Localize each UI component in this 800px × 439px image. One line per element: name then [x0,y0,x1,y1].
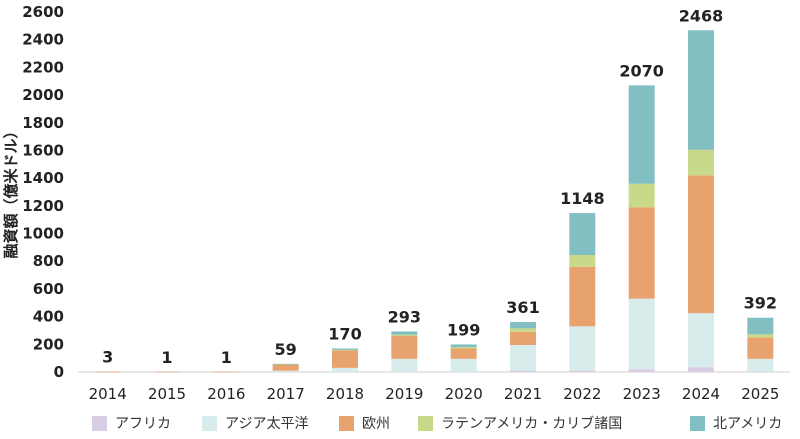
x-tick-label: 2023 [623,385,661,403]
x-tick-label: 2014 [89,385,127,403]
bar-segment [628,298,655,370]
bar-segment [272,363,299,365]
y-tick-label: 2000 [22,86,64,104]
bar-segment [94,371,121,373]
bar-total-label: 3 [102,348,113,367]
bar-segment [391,331,418,335]
bar-segment [450,358,477,372]
bar-segment [510,322,536,329]
bar-segment [510,328,536,332]
legend-swatch [418,416,433,431]
x-tick-label: 2022 [563,385,601,403]
y-tick-label: 200 [33,335,64,353]
y-tick-label: 2600 [22,3,64,21]
bar-segment [628,183,655,208]
bar-total-label: 2468 [679,6,724,25]
bar-segment [272,364,299,371]
bar-segment [747,317,774,335]
bar-segment [154,371,180,373]
bar-total-label: 1148 [560,189,605,208]
bar-total-label: 59 [275,340,297,359]
y-tick-label: 0 [54,363,64,381]
bar-segment [391,336,418,359]
x-tick-label: 2025 [741,385,779,403]
y-tick-label: 2200 [22,58,64,76]
bar-segment [332,367,358,372]
bar-totals: 3 1 1 59 170 293 199 361 1148 2070 2468 392 [102,6,777,367]
bar-segment [747,337,774,359]
bar-segment [391,358,418,372]
x-tick-label: 2017 [267,385,305,403]
bar-total-label: 170 [328,324,361,343]
y-tick-label: 400 [33,308,64,326]
bar-segment [450,348,477,359]
bar-segment [688,313,714,368]
bar-segment [569,266,596,327]
legend-label: 欧州 [362,416,390,432]
y-tick-label: 2400 [22,31,64,49]
bar-segment [272,370,299,372]
bar-segment [688,367,714,372]
bar-segment [569,255,596,267]
y-tick-label: 800 [33,252,64,270]
legend-swatch [339,416,354,431]
bar-segment [688,30,714,150]
bar-segment [747,371,774,372]
x-tick-label: 2019 [385,385,423,403]
bar-segment [332,350,358,368]
legend: アフリカ アジア太平洋 欧州 ラテンアメリカ・カリブ諸国 北アメリカ [92,415,782,432]
bar-segment [628,369,655,372]
x-tick-label: 2020 [445,385,483,403]
bar-segment [450,344,477,348]
y-tick-label: 1600 [22,141,64,159]
bar-segment [332,348,358,350]
bar-segment [628,207,655,299]
y-axis: 0 200 400 600 800 1000 1200 1400 1600 1800 2000 220… [22,3,64,381]
bar-total-label: 1 [161,348,172,367]
bar-segment [628,85,655,184]
x-tick-label: 2016 [207,385,245,403]
x-tick-label: 2015 [148,385,186,403]
legend-label: ラテンアメリカ・カリブ諸国 [441,415,622,432]
bar-segment [688,175,714,314]
bar-segment [569,213,596,255]
y-tick-label: 1200 [22,197,64,215]
legend-label: 北アメリカ [713,416,782,432]
bar-segment [747,358,774,372]
y-tick-label: 1800 [22,114,64,132]
y-tick-label: 600 [33,280,64,298]
bar-total-label: 199 [447,320,480,339]
x-tick-label: 2024 [682,385,720,403]
bar-total-label: 392 [744,294,777,313]
x-tick-label: 2021 [504,385,542,403]
bar-segment [688,149,714,176]
bar-segment [569,370,596,372]
bar-segment [747,334,774,338]
bar-segment [510,331,536,345]
bar-total-label: 293 [388,307,421,326]
bars [94,30,774,373]
bar-segment [510,370,536,372]
x-axis: 2014 2015 2016 2017 2018 2019 2020 2021 2022 2023… [89,385,780,403]
y-axis-label: 融資額（億米ドル） [2,123,20,258]
y-tick-label: 1000 [22,225,64,243]
bar-total-label: 1 [221,348,232,367]
bar-total-label: 361 [506,298,539,317]
bar-segment [450,347,477,349]
legend-swatch [92,416,107,431]
bar-segment [213,371,240,373]
legend-swatch [202,416,217,431]
bar-segment [332,349,358,351]
legend-label: アフリカ [115,416,171,432]
legend-label: アジア太平洋 [225,416,308,432]
y-tick-label: 1400 [22,169,64,187]
bar-segment [510,345,536,371]
x-tick-label: 2018 [326,385,364,403]
bar-segment [569,326,596,371]
bar-total-label: 2070 [619,61,664,80]
bar-segment [391,334,418,336]
legend-swatch [690,416,705,431]
